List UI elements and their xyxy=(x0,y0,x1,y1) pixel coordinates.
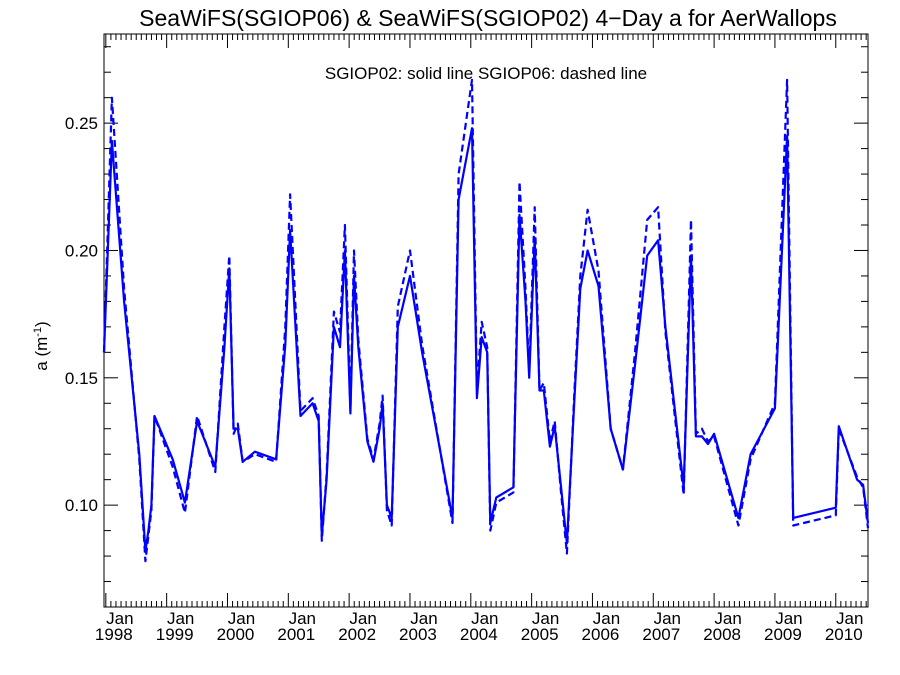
line-style-legend: SGIOP02: solid line SGIOP06: dashed line xyxy=(325,64,647,83)
y-axis-label-close: ) xyxy=(32,321,51,327)
y-tick-label: 0.15 xyxy=(65,369,98,388)
series-line-sgiop02 xyxy=(102,127,870,553)
x-tick-year-label: 2009 xyxy=(764,625,802,644)
x-tick-year-label: 2004 xyxy=(460,625,498,644)
x-tick-month-label: Jan xyxy=(775,609,802,628)
x-tick-month-label: Jan xyxy=(654,609,681,628)
x-tick-year-label: 2008 xyxy=(703,625,741,644)
x-tick-year-label: 1998 xyxy=(95,625,133,644)
plot-border xyxy=(103,33,869,608)
chart-title: SeaWiFS(SGIOP06) & SeaWiFS(SGIOP02) 4−Da… xyxy=(139,5,837,31)
y-axis-label-superscript: -1 xyxy=(32,327,44,337)
x-tick-year-label: 1999 xyxy=(156,625,194,644)
x-tick-month-label: Jan xyxy=(714,609,741,628)
y-tick-label: 0.25 xyxy=(65,114,98,133)
x-tick-year-label: 2002 xyxy=(338,625,376,644)
x-tick-month-label: Jan xyxy=(532,609,559,628)
plot-area xyxy=(103,33,869,608)
x-tick-year-label: 2001 xyxy=(277,625,315,644)
x-tick-year-label: 2003 xyxy=(399,625,437,644)
y-tick-label: 0.20 xyxy=(65,241,98,260)
x-tick-month-label: Jan xyxy=(349,609,376,628)
x-tick-month-label: Jan xyxy=(410,609,437,628)
x-tick-month-label: Jan xyxy=(106,609,133,628)
x-axis: Jan1998Jan1999Jan2000Jan2001Jan2002Jan20… xyxy=(95,34,867,644)
x-tick-month-label: Jan xyxy=(836,609,863,628)
y-tick-label: 0.10 xyxy=(65,496,98,515)
x-tick-year-label: 2006 xyxy=(582,625,620,644)
series-line-sgiop06 xyxy=(102,78,870,563)
series-layer xyxy=(102,78,870,563)
x-tick-year-label: 2005 xyxy=(521,625,559,644)
y-axis-label-main: a (m xyxy=(32,337,51,371)
x-tick-month-label: Jan xyxy=(471,609,498,628)
y-axis: 0.10 0.15 0.20 0.25 xyxy=(65,46,868,608)
x-tick-month-label: Jan xyxy=(289,609,316,628)
x-tick-month-label: Jan xyxy=(167,609,194,628)
x-tick-year-label: 2000 xyxy=(217,625,255,644)
x-tick-month-label: Jan xyxy=(228,609,255,628)
x-tick-month-label: Jan xyxy=(593,609,620,628)
y-axis-label: a (m-1) xyxy=(32,321,51,370)
x-tick-year-label: 2007 xyxy=(642,625,680,644)
x-tick-year-label: 2010 xyxy=(825,625,863,644)
